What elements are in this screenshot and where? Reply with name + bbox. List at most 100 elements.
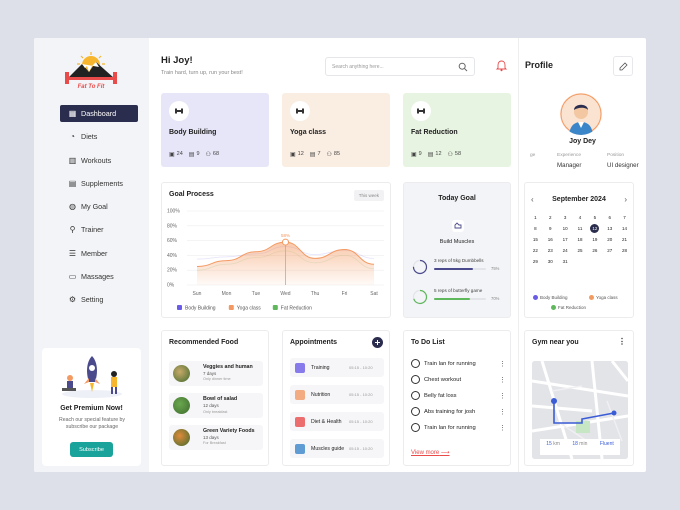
calendar-day[interactable]: 9	[549, 226, 552, 231]
view-more-link[interactable]: View more ⟶	[411, 450, 450, 456]
next-month-button[interactable]: ›	[624, 195, 627, 204]
calendar-day[interactable]: 21	[622, 237, 628, 242]
appointment-item[interactable]: Training 05:15 - 10:20	[290, 358, 384, 377]
appointment-icon	[295, 416, 305, 427]
grid-icon: ▦	[68, 109, 77, 118]
more-options-icon[interactable]: ⋮	[499, 392, 506, 400]
sidebar-item-supplements[interactable]: ▤ Supplements	[60, 175, 138, 192]
calendar-day[interactable]: 5	[593, 215, 597, 220]
calendar-day[interactable]: 22	[532, 248, 538, 253]
dumbbell-icon	[169, 101, 189, 121]
sidebar-item-dashboard[interactable]: ▦ Dashboard	[60, 105, 138, 122]
add-appointment-button[interactable]	[372, 337, 383, 348]
todo-item[interactable]: Belly fat loss ⋮	[411, 391, 506, 400]
todo-item[interactable]: Train lan for running ⋮	[411, 423, 506, 432]
calendar-day[interactable]: 16	[547, 237, 553, 242]
calendar-day[interactable]: 8	[534, 226, 537, 231]
member-icon: ☰	[68, 248, 77, 258]
sidebar-item-diets[interactable]: ◔ Diets	[60, 128, 138, 145]
calendar-day[interactable]: 27	[607, 248, 613, 253]
calendar-day[interactable]: 28	[622, 248, 628, 253]
todo-checkbox[interactable]	[411, 423, 420, 432]
calendar-day[interactable]: 30	[547, 259, 553, 264]
recommended-food-card: Recommended Food Veggies and human 7 days…	[161, 330, 269, 466]
sidebar-item-my-goal[interactable]: ◍ My Goal	[60, 198, 138, 215]
program-stat: ⚇ 68	[206, 151, 220, 158]
calendar-day[interactable]: 31	[562, 259, 568, 264]
program-title: Yoga class	[290, 129, 327, 136]
sidebar-item-trainer[interactable]: ⚲ Trainer	[60, 221, 138, 238]
todo-item[interactable]: Train lan for running ⋮	[411, 359, 506, 368]
todo-checkbox[interactable]	[411, 407, 420, 416]
brand-logo[interactable]: Fat To Fit	[62, 52, 120, 90]
x-tick-label: Fri	[342, 291, 348, 297]
calendar-day[interactable]: 14	[622, 226, 628, 231]
bell-icon[interactable]	[494, 58, 509, 73]
avatar[interactable]	[560, 93, 602, 135]
range-selector[interactable]: This week	[353, 190, 384, 201]
calendar-day[interactable]: 17	[562, 237, 568, 242]
calendar-day[interactable]: 6	[608, 215, 611, 220]
edit-profile-button[interactable]	[613, 56, 633, 76]
more-options-icon[interactable]: ⋮	[499, 408, 506, 416]
calendar-day[interactable]: 12	[590, 224, 600, 233]
calendar-day[interactable]: 1	[534, 215, 537, 220]
calendar-day[interactable]: 13	[607, 226, 613, 231]
more-options-icon[interactable]: ⋮	[499, 424, 506, 432]
app-window: Fat To Fit ▦ Dashboard ◔ Diets ▥ Workouts ▤ Sup…	[34, 38, 646, 472]
todo-checkbox[interactable]	[411, 359, 420, 368]
calendar-day[interactable]: 19	[592, 237, 598, 242]
appointment-item[interactable]: Diet & Health 05:15 - 10:20	[290, 412, 384, 431]
food-item[interactable]: Bowl of salad 12 days Only breakfast	[169, 393, 263, 418]
calendar-day[interactable]: 3	[563, 215, 567, 220]
calendar-day[interactable]: 11	[577, 226, 583, 231]
search-icon[interactable]	[458, 62, 468, 72]
calendar-day[interactable]: 20	[607, 237, 613, 242]
food-item[interactable]: Green Variety Foods 13 days For Breakfast	[169, 425, 263, 450]
todo-item[interactable]: Chest workout ⋮	[411, 375, 506, 384]
calendar-day[interactable]: 2	[549, 215, 552, 220]
calendar-day[interactable]: 26	[592, 248, 598, 253]
gym-map[interactable]: 15 km 18 min Fluent	[532, 361, 628, 459]
more-options-icon[interactable]: ⋮	[499, 360, 506, 368]
sidebar-item-label: Diets	[81, 132, 98, 142]
users-icon: ⚇	[326, 151, 332, 158]
sidebar-item-massages[interactable]: ▭ Massages	[60, 268, 138, 285]
calendar-day[interactable]: 15	[532, 237, 538, 242]
appointment-name: Muscles guide	[311, 445, 345, 452]
calendar-day[interactable]: 4	[578, 215, 582, 220]
sidebar-item-member[interactable]: ☰ Member	[60, 245, 138, 262]
more-options-icon[interactable]: ⋮	[499, 376, 506, 384]
calendar-day[interactable]: 24	[562, 248, 568, 253]
subscribe-button[interactable]: Subscribe	[70, 442, 113, 457]
highlight-point[interactable]	[282, 238, 289, 246]
program-card[interactable]: Body Building ▣ 24 ▤ 9 ⚇ 68	[161, 93, 269, 167]
message-icon: ▭	[68, 272, 77, 282]
program-card[interactable]: Fat Reduction ▣ 9 ▤ 12 ⚇ 58	[403, 93, 511, 167]
prev-month-button[interactable]: ‹	[531, 195, 534, 204]
legend-swatch	[177, 305, 182, 310]
calendar-day[interactable]: 7	[623, 215, 626, 220]
edit-icon	[619, 61, 628, 70]
calendar-day[interactable]: 10	[562, 226, 568, 231]
todo-checkbox[interactable]	[411, 391, 420, 400]
calendar-day[interactable]: 18	[577, 237, 583, 242]
more-options-icon[interactable]: ⋮	[618, 337, 626, 346]
appointment-item[interactable]: Nutrition 05:15 - 10:20	[290, 385, 384, 404]
appointment-item[interactable]: Muscles guide 05:15 - 10:20	[290, 439, 384, 458]
food-meta: For Breakfast	[203, 441, 226, 445]
sidebar-item-setting[interactable]: ⚙ Setting	[60, 291, 138, 308]
task-text: 3 reps of 5kg Dumbbells	[434, 258, 484, 263]
todo-item[interactable]: Abs training for josh ⋮	[411, 407, 506, 416]
todo-checkbox[interactable]	[411, 375, 420, 384]
sidebar-item-label: Setting	[81, 295, 104, 305]
sidebar-item-workouts[interactable]: ▥ Workouts	[60, 152, 138, 169]
program-card[interactable]: Yoga class ▣ 12 ▤ 7 ⚇ 85	[282, 93, 390, 167]
calendar-day[interactable]: 29	[532, 259, 538, 264]
premium-card: Get Premium Now! Reach our special featu…	[42, 348, 141, 466]
task-progress-fill	[434, 268, 473, 270]
calendar-day[interactable]: 23	[547, 248, 553, 253]
calendar-day[interactable]: 25	[577, 248, 583, 253]
food-item[interactable]: Veggies and human 7 days Only dinner time	[169, 361, 263, 386]
search-input[interactable]: Search anything here...	[325, 57, 475, 76]
